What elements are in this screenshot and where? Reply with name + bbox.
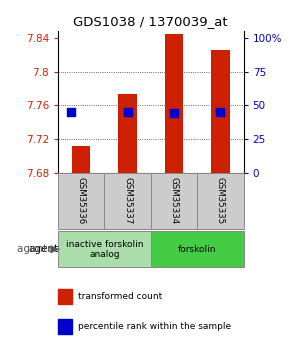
- Point: [69, 109, 73, 115]
- Point: [218, 109, 223, 115]
- Bar: [104, 173, 151, 229]
- Text: agent: agent: [28, 244, 59, 254]
- Bar: [151, 173, 197, 229]
- Text: transformed count: transformed count: [78, 292, 163, 301]
- Bar: [58, 231, 151, 267]
- Bar: [58, 289, 72, 304]
- Bar: [165, 33, 183, 173]
- Bar: [197, 173, 244, 229]
- Text: GDS1038 / 1370039_at: GDS1038 / 1370039_at: [73, 16, 228, 29]
- Bar: [58, 319, 72, 334]
- Bar: [118, 94, 137, 173]
- Text: GSM35334: GSM35334: [169, 177, 179, 225]
- Text: GSM35337: GSM35337: [123, 177, 132, 225]
- Bar: [211, 50, 230, 173]
- Text: percentile rank within the sample: percentile rank within the sample: [78, 322, 231, 331]
- Point: [125, 109, 130, 115]
- Bar: [72, 146, 90, 173]
- Bar: [151, 231, 244, 267]
- Point: [172, 110, 176, 116]
- Text: GSM35336: GSM35336: [77, 177, 86, 225]
- Bar: [58, 173, 104, 229]
- Text: forskolin: forskolin: [178, 245, 216, 254]
- Text: GSM35335: GSM35335: [216, 177, 225, 225]
- Text: agent ▶: agent ▶: [17, 244, 58, 254]
- Text: inactive forskolin
analog: inactive forskolin analog: [66, 239, 143, 259]
